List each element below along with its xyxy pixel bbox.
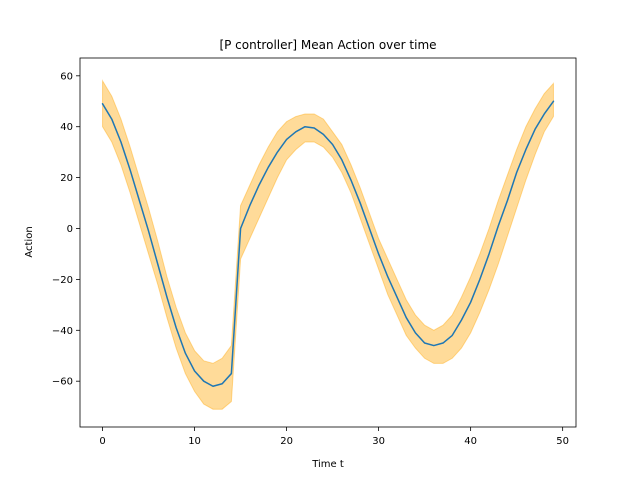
y-axis-label: Action — [24, 226, 35, 257]
y-axis: −60 −40 −20 0 20 40 60 — [52, 71, 80, 388]
x-tick-label: 10 — [188, 436, 201, 447]
x-tick-label: 50 — [556, 436, 569, 447]
axes-frame — [79, 57, 577, 428]
y-tick-label: 0 — [67, 224, 73, 235]
y-tick-label: −20 — [52, 275, 73, 286]
y-tick-label: −60 — [52, 377, 73, 388]
x-axis-label: Time t — [311, 459, 344, 470]
plot-area — [79, 57, 577, 428]
x-tick-label: 30 — [372, 436, 385, 447]
x-tick-label: 40 — [464, 436, 477, 447]
y-tick-label: 40 — [60, 122, 73, 133]
x-axis: 0 10 20 30 40 50 — [99, 427, 569, 447]
chart-title: [P controller] Mean Action over time — [219, 38, 436, 52]
confidence-band — [102, 79, 554, 410]
y-tick-label: 20 — [60, 173, 73, 184]
y-tick-label: 60 — [60, 71, 73, 82]
y-tick-label: −40 — [52, 326, 73, 337]
x-tick-label: 0 — [99, 436, 105, 447]
x-tick-label: 20 — [280, 436, 293, 447]
series-line — [101, 100, 555, 388]
